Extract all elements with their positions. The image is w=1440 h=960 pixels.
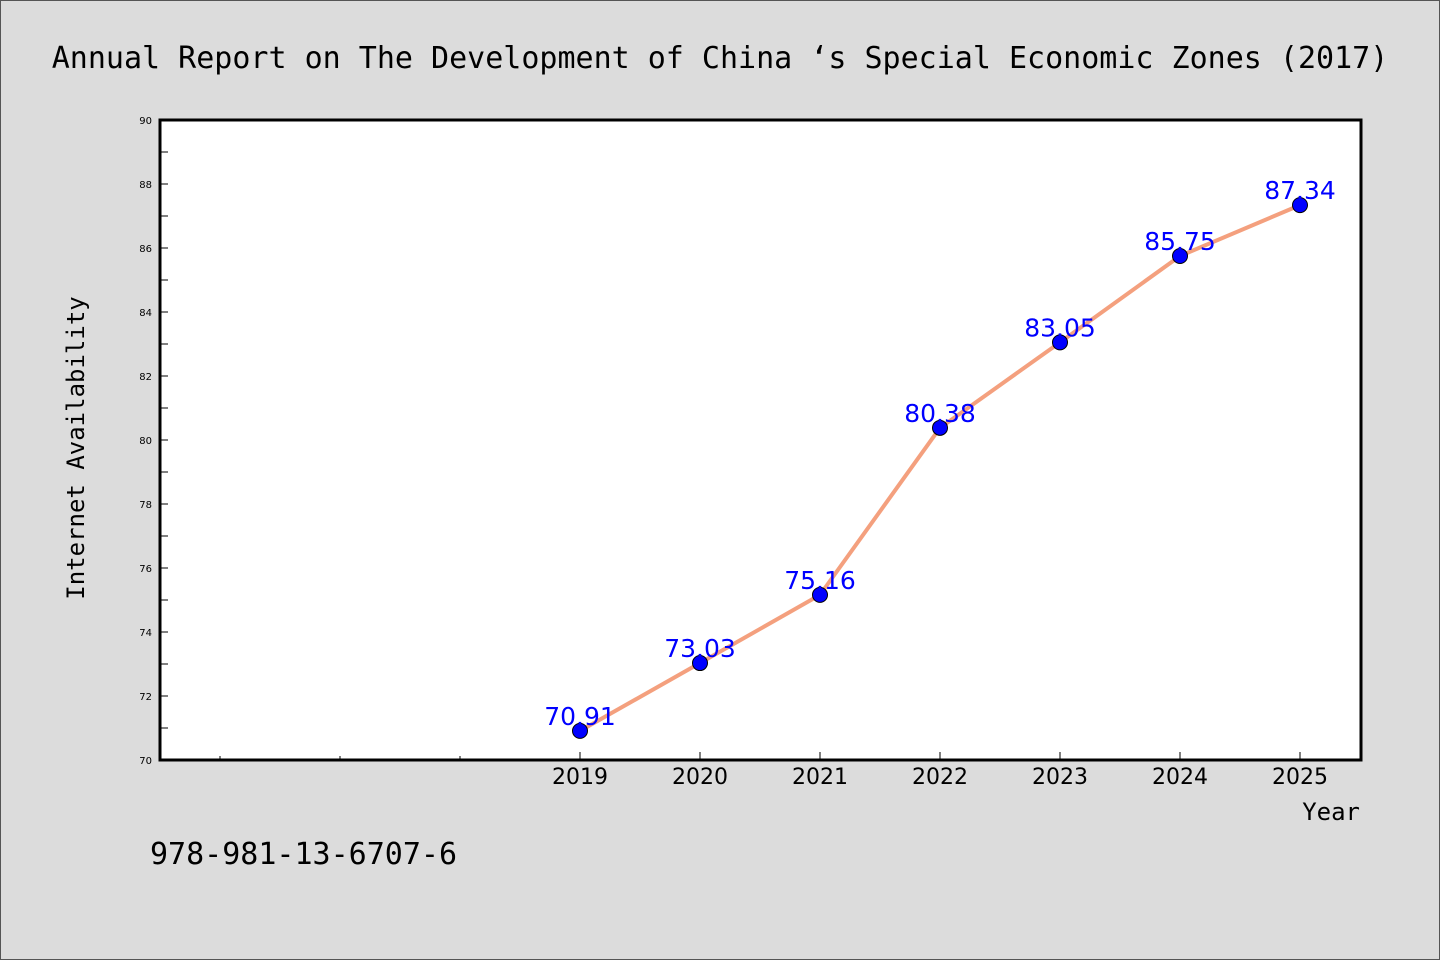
data-label: 73.03 — [664, 634, 736, 663]
y-tick-label: 90 — [139, 116, 152, 127]
y-tick-label: 78 — [139, 500, 152, 511]
data-label: 75.16 — [784, 566, 856, 595]
data-label: 83.05 — [1024, 313, 1096, 342]
y-tick-label: 80 — [139, 436, 152, 447]
data-markers — [572, 197, 1308, 739]
y-tick-label: 84 — [139, 308, 152, 319]
x-tick-label: 2021 — [792, 765, 848, 790]
data-point — [1172, 248, 1188, 264]
isbn-text: 978-981-13-6707-6 — [150, 837, 457, 872]
x-tick-label: 2020 — [672, 765, 728, 790]
data-label: 80.38 — [904, 399, 976, 428]
chart-title: Annual Report on The Development of Chin… — [52, 41, 1389, 76]
x-tick-label: 2023 — [1032, 765, 1088, 790]
data-point — [1052, 334, 1068, 351]
data-point — [812, 586, 828, 603]
x-tick-label: 2025 — [1272, 765, 1328, 790]
data-labels: 70.91 73.03 75.16 80.38 83.05 85.75 87.34 — [544, 176, 1336, 731]
y-tick-label: 86 — [139, 244, 152, 255]
y-tick-label: 72 — [139, 692, 152, 703]
y-tick-label: 74 — [139, 628, 152, 639]
data-point — [572, 722, 588, 739]
y-axis-ticks: 70 72 74 76 78 80 82 84 86 88 90 — [139, 116, 168, 767]
y-tick-label: 70 — [139, 756, 152, 767]
data-point — [1292, 197, 1308, 214]
data-label: 87.34 — [1264, 176, 1336, 205]
x-axis-label: Year — [1302, 798, 1360, 826]
plot-area — [158, 118, 1363, 762]
data-point — [692, 655, 708, 672]
x-axis-ticks: 2019 2020 2021 2022 2023 2024 2025 — [219, 752, 1328, 790]
x-tick-label: 2022 — [912, 765, 968, 790]
x-tick-label: 2024 — [1152, 765, 1208, 790]
data-point — [932, 419, 948, 436]
data-label: 70.91 — [544, 702, 616, 731]
data-label: 85.75 — [1144, 227, 1216, 256]
y-tick-label: 76 — [139, 564, 152, 575]
y-tick-label: 82 — [139, 372, 152, 383]
y-tick-label: 88 — [139, 180, 152, 191]
x-tick-label: 2019 — [552, 765, 608, 790]
y-axis-label: Internet Availability — [62, 296, 90, 599]
